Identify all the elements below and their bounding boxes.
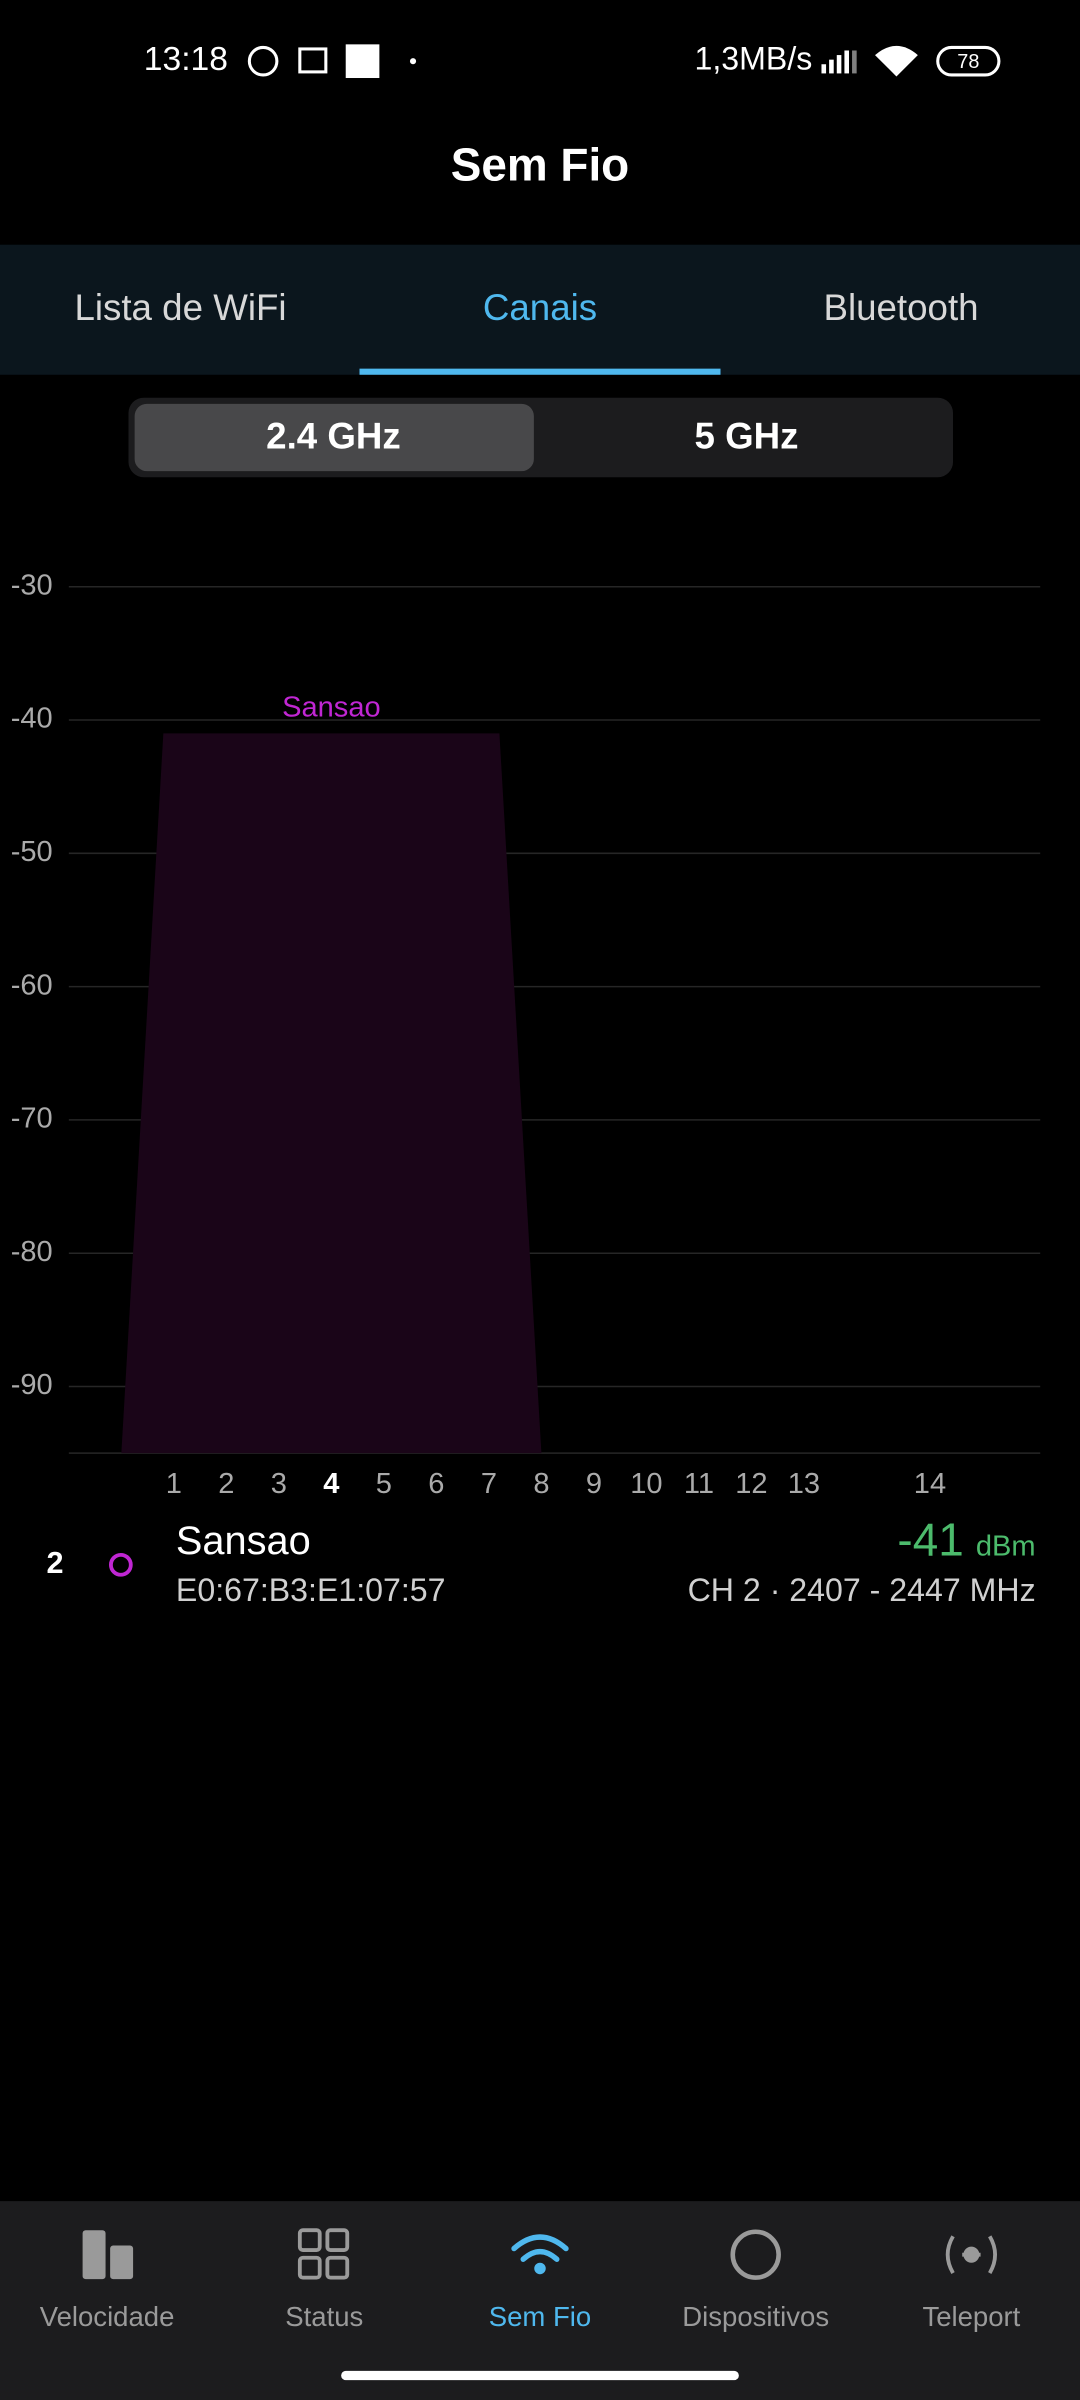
x-tick-label: 7 xyxy=(481,1468,497,1500)
nav-label[interactable]: Velocidade xyxy=(40,2301,175,2332)
nav-label[interactable]: Status xyxy=(285,2301,363,2332)
home-indicator xyxy=(341,2370,739,2381)
y-tick-label: -60 xyxy=(11,969,53,1001)
y-tick-label: -50 xyxy=(11,836,53,868)
network-info: CH 2 · 2407 - 2447 MHz xyxy=(688,1572,1036,1608)
network-color xyxy=(108,1552,133,1577)
x-tick-label: 11 xyxy=(684,1468,714,1500)
y-tick-label: -40 xyxy=(11,703,53,735)
title: Sem Fio xyxy=(451,138,629,190)
tab-bar xyxy=(0,244,1080,375)
nav-label-active[interactable]: Sem Fio xyxy=(489,2301,591,2332)
nav-icon xyxy=(82,2230,134,2280)
x-tick-label: 6 xyxy=(428,1468,444,1500)
band-option[interactable]: 2.4 GHz xyxy=(266,416,401,457)
y-tick-label: -90 xyxy=(11,1369,53,1401)
nav-label[interactable]: Teleport xyxy=(922,2301,1020,2332)
nav-icon xyxy=(297,2228,350,2280)
whatsapp-icon xyxy=(247,45,279,77)
battery xyxy=(936,45,1001,77)
x-tick-label: 8 xyxy=(533,1468,549,1500)
nav-icon xyxy=(945,2235,998,2275)
wifi-icon xyxy=(875,45,918,77)
net-speed: 1,3MB/s xyxy=(695,41,813,77)
x-tick-label: 12 xyxy=(735,1468,767,1500)
band-option[interactable]: 5 GHz xyxy=(694,416,798,457)
tab[interactable]: Bluetooth xyxy=(823,287,978,328)
notif-icon xyxy=(298,47,328,74)
x-tick-label: 4 xyxy=(323,1468,339,1500)
x-tick-label: 14 xyxy=(914,1468,946,1500)
network-mac: E0:67:B3:E1:07:57 xyxy=(176,1572,446,1608)
tab[interactable]: Lista de WiFi xyxy=(74,287,286,328)
network-index: 2 xyxy=(47,1546,64,1580)
signal-icon xyxy=(821,50,857,74)
network-area xyxy=(121,733,542,1454)
band-selected xyxy=(134,403,534,472)
y-tick-label: -70 xyxy=(11,1103,53,1135)
x-tick-label: 5 xyxy=(376,1468,392,1500)
y-tick-label: -80 xyxy=(11,1236,53,1268)
battery-level: 78 xyxy=(957,51,979,73)
network-label: Sansao xyxy=(282,692,381,724)
nav-icon xyxy=(730,2229,781,2280)
tab-indicator xyxy=(359,368,721,375)
x-tick-label: 9 xyxy=(586,1468,602,1500)
x-tick-label: 3 xyxy=(271,1468,287,1500)
signal-unit: dBm xyxy=(976,1531,1036,1563)
nav-bar xyxy=(0,2201,1080,2400)
notif-icon xyxy=(345,44,380,79)
y-tick-label: -30 xyxy=(11,569,53,601)
x-tick-label: 2 xyxy=(218,1468,234,1500)
network-name: Sansao xyxy=(176,1519,311,1563)
time: 13:18 xyxy=(144,41,228,78)
nav-label[interactable]: Dispositivos xyxy=(682,2301,829,2332)
x-tick-label: 1 xyxy=(166,1468,182,1500)
network-signal: -41 xyxy=(897,1514,963,1566)
x-tick-label: 13 xyxy=(788,1468,820,1500)
x-tick-label: 10 xyxy=(630,1468,662,1500)
tab-active[interactable]: Canais xyxy=(483,287,597,328)
nav-icon xyxy=(511,2234,569,2275)
dot xyxy=(409,58,417,65)
